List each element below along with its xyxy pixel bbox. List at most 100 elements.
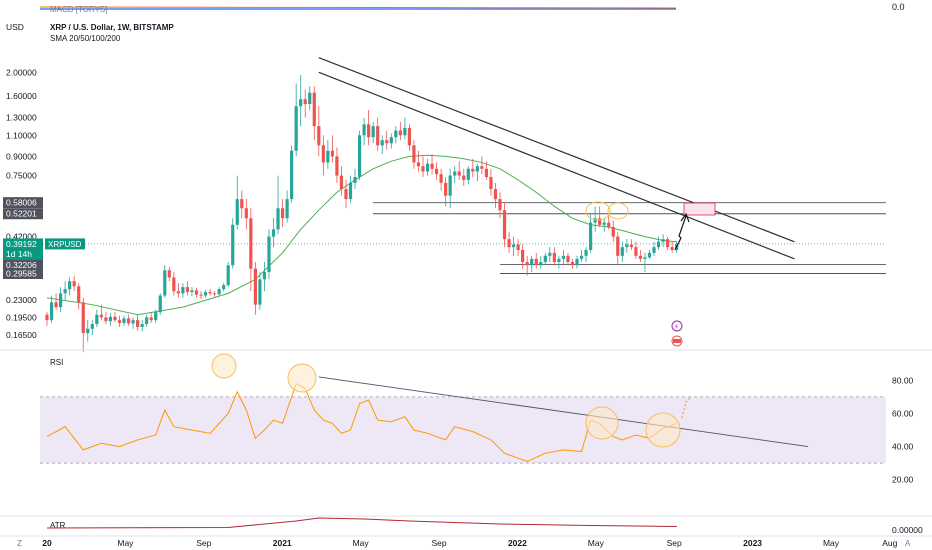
candle xyxy=(511,236,516,256)
annotation-circle xyxy=(607,202,629,220)
candle xyxy=(385,130,389,150)
candle xyxy=(68,277,72,296)
candle xyxy=(480,156,484,175)
rsi-annotation-circle xyxy=(211,353,237,379)
candle xyxy=(172,272,176,296)
candle xyxy=(95,309,99,327)
candle xyxy=(353,168,357,190)
candle xyxy=(453,166,457,183)
time-tick-label: 2023 xyxy=(743,538,762,548)
rsi-trendline-path[interactable] xyxy=(318,376,809,448)
candle xyxy=(570,258,575,269)
candle xyxy=(154,309,158,323)
candle xyxy=(317,106,321,157)
candle xyxy=(643,252,647,273)
rsi-tick-label: 80.00 xyxy=(892,375,914,385)
rsi-axis[interactable]: 80.00 60.00 40.00 20.00 xyxy=(892,375,914,484)
rsi-tick-label: 60.00 xyxy=(892,408,914,418)
candle xyxy=(412,140,416,169)
candle xyxy=(575,255,579,269)
candle xyxy=(607,214,611,230)
candle xyxy=(262,262,267,292)
candle xyxy=(63,281,67,301)
candle xyxy=(548,247,552,263)
candle xyxy=(45,312,49,326)
trendline[interactable] xyxy=(318,71,795,260)
rsi-pane: RSI 80.00 60.00 40.00 20.00 xyxy=(0,349,932,485)
candle xyxy=(208,288,212,296)
svg-text:0.29585: 0.29585 xyxy=(6,269,37,279)
candle xyxy=(521,244,525,269)
candle xyxy=(629,239,633,250)
time-axis[interactable]: Z A 20 May Sep 2021 May Sep 2022 May Sep 2023 May A… xyxy=(0,535,932,548)
rsi-line xyxy=(46,382,677,463)
price-tag: 1d 14h xyxy=(3,248,43,260)
price-tag: 0.52201 xyxy=(3,208,43,220)
candle xyxy=(235,175,239,230)
candle xyxy=(199,291,203,300)
candle xyxy=(670,241,674,253)
candle xyxy=(77,283,81,310)
sma-line xyxy=(46,154,677,316)
candle xyxy=(507,231,511,253)
candle xyxy=(466,166,470,185)
candle xyxy=(534,252,538,269)
candle xyxy=(299,75,303,127)
macd-pane: MACD [TORYS] 0.0 xyxy=(39,2,905,14)
candle xyxy=(611,220,615,242)
candle xyxy=(579,249,584,263)
time-tick-label: May xyxy=(117,538,134,548)
candle xyxy=(190,287,194,297)
candle xyxy=(249,208,253,292)
sma-path xyxy=(46,154,677,316)
candle xyxy=(49,295,54,323)
candle xyxy=(344,179,348,209)
time-axis-corner-right[interactable]: A xyxy=(905,539,911,548)
candle xyxy=(163,265,167,298)
symbol-tag: XRPUSD xyxy=(45,238,85,250)
candle xyxy=(258,272,262,310)
candle xyxy=(448,168,452,209)
rsi-path xyxy=(46,382,677,463)
candle xyxy=(634,241,638,259)
candle xyxy=(149,312,153,323)
candle xyxy=(312,86,316,141)
flag-icon-stripes xyxy=(673,339,681,343)
price-axis[interactable]: 2.00000 1.60000 1.30000 1.10000 0.90000 0.750… xyxy=(3,67,85,340)
candle xyxy=(348,175,353,203)
candle xyxy=(290,145,294,203)
candle xyxy=(113,312,117,323)
candle xyxy=(656,236,661,250)
candle xyxy=(525,255,529,276)
price-tick-label: 0.16500 xyxy=(6,330,37,340)
annotation-circle xyxy=(585,201,611,221)
candles xyxy=(45,75,679,353)
candle xyxy=(117,315,122,327)
candle xyxy=(652,241,656,256)
candle xyxy=(90,320,94,335)
time-tick-label: May xyxy=(823,538,840,548)
candle xyxy=(638,249,643,263)
candle xyxy=(357,130,362,180)
candle xyxy=(240,190,244,219)
candle xyxy=(666,236,670,250)
candle xyxy=(203,290,208,298)
price-tag: 0.29585 xyxy=(3,268,43,280)
time-axis-corner-left[interactable]: Z xyxy=(17,539,22,548)
candle xyxy=(267,229,271,280)
price-tag: 0.32206 xyxy=(3,259,43,271)
atr-value: 0.00000 xyxy=(892,525,923,535)
candle xyxy=(616,231,620,266)
candle xyxy=(389,133,393,149)
candle xyxy=(407,124,411,151)
candle xyxy=(303,89,307,118)
candle xyxy=(421,156,425,178)
rsi-annotation-circle xyxy=(585,406,619,440)
candle xyxy=(430,154,434,175)
candle xyxy=(136,314,140,331)
macd-value: 0.0 xyxy=(892,2,905,12)
svg-text:0.58006: 0.58006 xyxy=(6,198,37,208)
candle xyxy=(104,312,108,325)
candle xyxy=(647,249,652,259)
